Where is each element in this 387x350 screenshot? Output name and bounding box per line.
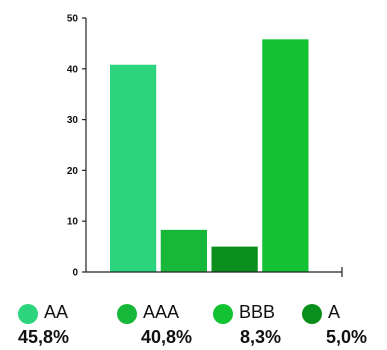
legend-name-aa: AA xyxy=(44,302,69,322)
legend: AA 45,8% AAA 40,8% BBB 8,3% A 5,0% xyxy=(0,296,387,350)
legend-pct-aa: 45,8% xyxy=(18,327,70,347)
legend-name-aaa: AAA xyxy=(143,302,180,322)
legend-marker-a xyxy=(302,304,322,324)
legend-pct-bbb: 8,3% xyxy=(240,327,282,347)
legend-pct-aaa: 40,8% xyxy=(141,327,193,347)
legend-pct-a: 5,0% xyxy=(326,327,368,347)
y-axis-ticks: 0 10 20 30 40 50 xyxy=(67,14,86,279)
legend-marker-aaa xyxy=(117,304,137,324)
legend-marker-bbb xyxy=(213,304,233,324)
bar-chart: 0 10 20 30 40 50 xyxy=(67,14,343,279)
legend-name-a: A xyxy=(328,302,341,322)
y-tick-label: 40 xyxy=(67,64,79,75)
y-tick-label: 10 xyxy=(67,217,79,228)
y-tick-label: 30 xyxy=(67,115,79,126)
legend-marker-aa xyxy=(18,304,38,324)
y-tick-label: 20 xyxy=(67,166,79,177)
bar xyxy=(262,39,309,272)
y-tick-label: 0 xyxy=(72,268,78,279)
y-tick-label: 50 xyxy=(67,14,79,25)
legend-name-bbb: BBB xyxy=(239,302,276,322)
bar xyxy=(211,246,258,272)
bars xyxy=(110,39,309,273)
bar xyxy=(160,229,207,272)
bar xyxy=(110,64,157,273)
